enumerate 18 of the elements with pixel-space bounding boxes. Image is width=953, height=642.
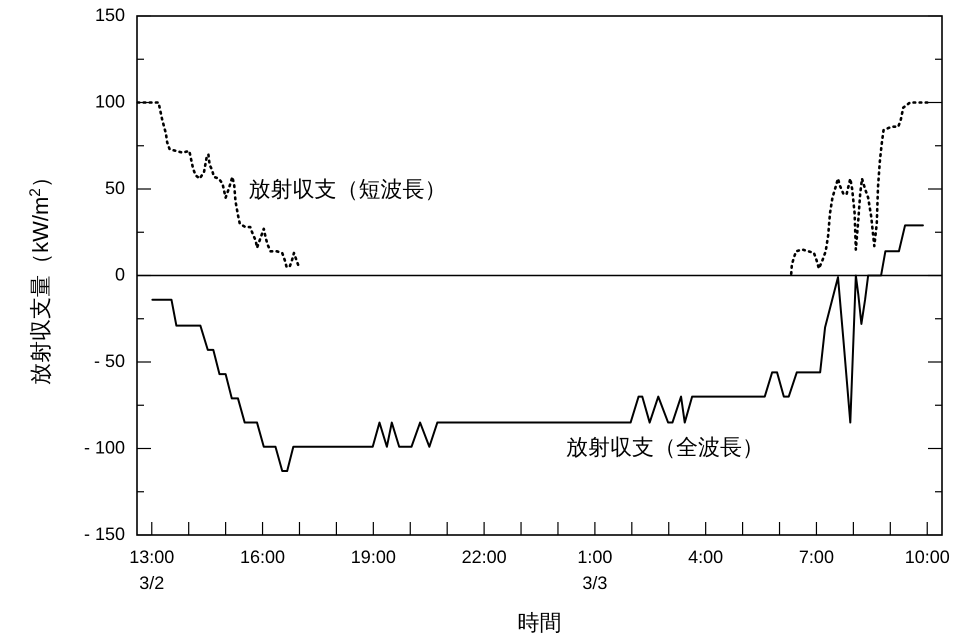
series-label: 放射収支（全波長）	[566, 434, 764, 460]
x-axis-title: 時間	[518, 610, 562, 635]
y-tick-label: 0	[114, 264, 125, 284]
x-tick-label: 13:00 3/2	[129, 547, 174, 593]
x-tick-label: 1:00 3/3	[577, 547, 612, 593]
x-tick-label: 7:00	[798, 547, 834, 567]
series-label: 放射収支（短波長）	[248, 176, 446, 202]
y-tick-label: 50	[104, 178, 125, 198]
x-tick-label: 4:00	[688, 547, 724, 567]
x-tick-label: 10:00	[904, 547, 950, 567]
y-tick-label: - 150	[84, 524, 125, 544]
y-tick-label: - 100	[84, 437, 125, 458]
y-tick-label: 150	[94, 4, 125, 25]
y-tick-label: - 50	[94, 350, 125, 371]
x-tick-label: 19:00	[350, 547, 396, 567]
y-tick-label: 100	[94, 91, 125, 112]
x-tick-label: 16:00	[240, 547, 286, 567]
x-tick-label: 22:00	[462, 547, 507, 567]
